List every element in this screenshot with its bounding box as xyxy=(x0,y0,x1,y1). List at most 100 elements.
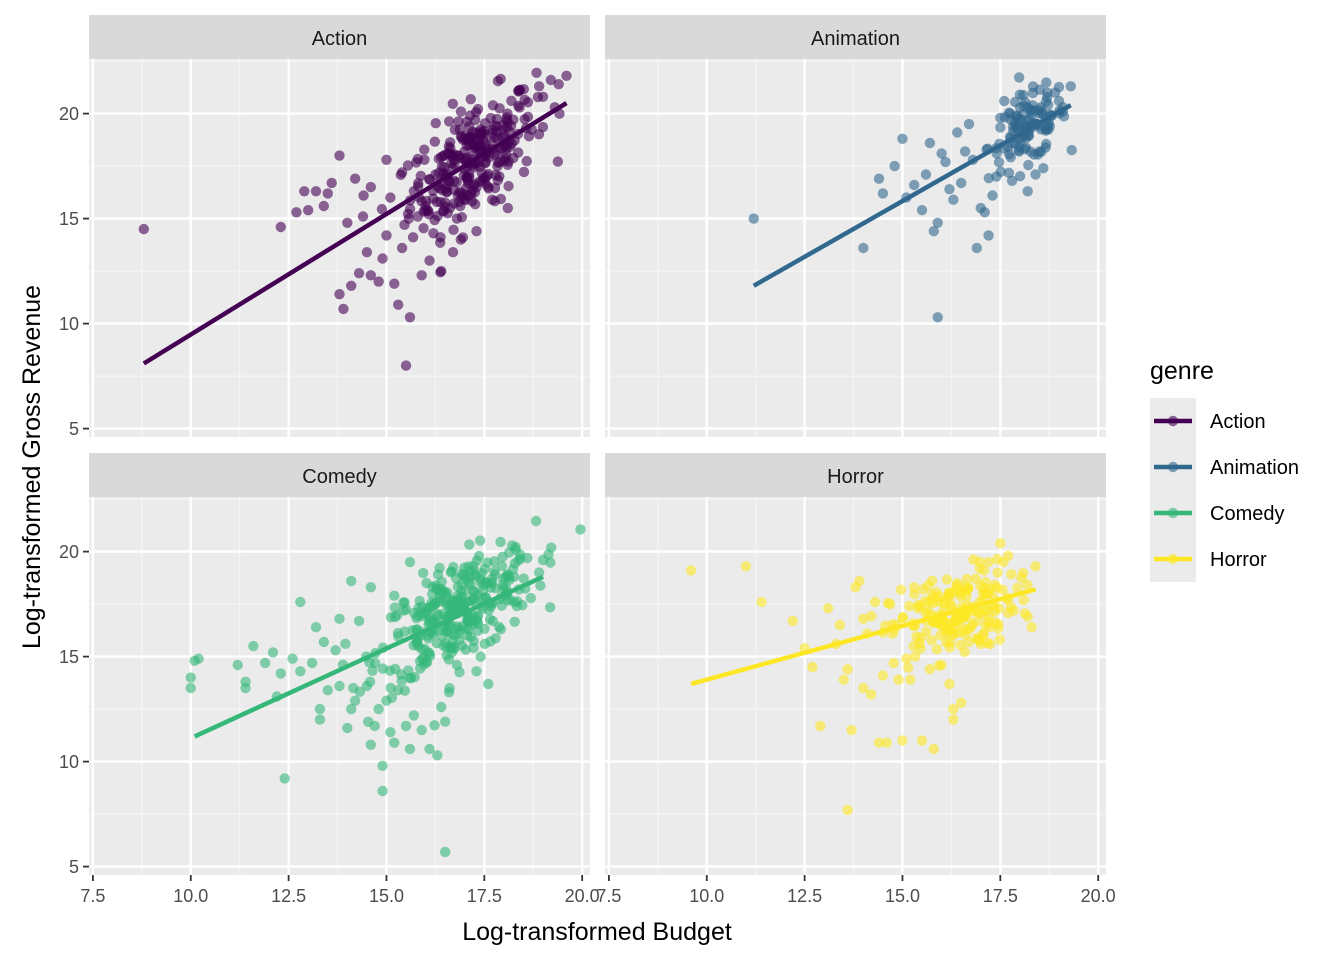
data-point-horror xyxy=(901,653,912,664)
data-point-horror xyxy=(862,628,873,639)
data-point-action xyxy=(310,186,322,197)
data-point-animation xyxy=(952,127,963,138)
data-point-horror xyxy=(933,617,944,629)
data-point-comedy xyxy=(486,577,498,588)
data-point-comedy xyxy=(384,665,396,676)
x-tick-label: 17.5 xyxy=(467,886,502,906)
data-point-comedy xyxy=(459,562,470,573)
data-point-horror xyxy=(926,634,937,646)
data-point-horror xyxy=(955,697,967,708)
y-axis-title: Log-transformed Gross Revenue xyxy=(18,285,46,649)
data-point-comedy xyxy=(407,625,418,636)
y-tick-label: 20 xyxy=(59,104,79,124)
data-point-horror xyxy=(1008,605,1019,616)
panel-horror: Horror xyxy=(605,453,1106,875)
data-point-action xyxy=(349,173,361,184)
data-point-comedy xyxy=(404,556,416,568)
data-point-horror xyxy=(905,674,916,685)
data-point-action xyxy=(523,131,535,142)
data-point-horror xyxy=(877,670,889,681)
data-point-action xyxy=(365,270,377,281)
data-point-comedy xyxy=(385,727,396,738)
data-point-animation xyxy=(1044,109,1055,120)
data-point-comedy xyxy=(441,610,453,622)
data-point-action xyxy=(396,167,408,178)
data-point-comedy xyxy=(452,581,464,593)
data-point-action xyxy=(494,171,505,182)
legend-point-animation xyxy=(1167,461,1179,473)
data-point-horror xyxy=(685,565,697,576)
data-point-comedy xyxy=(535,580,546,591)
legend-label-horror: Horror xyxy=(1210,549,1267,571)
data-point-action xyxy=(498,140,509,151)
data-point-comedy xyxy=(419,643,430,655)
data-point-horror xyxy=(907,618,919,629)
data-point-horror xyxy=(961,573,973,585)
data-point-action xyxy=(420,200,431,212)
data-point-animation xyxy=(920,169,932,180)
data-point-comedy xyxy=(404,743,416,755)
data-point-comedy xyxy=(377,642,389,653)
data-point-action xyxy=(453,116,464,127)
data-point-animation xyxy=(959,146,971,157)
y-tick-label: 20 xyxy=(59,542,79,562)
data-point-action xyxy=(503,156,514,167)
data-point-animation xyxy=(858,242,869,254)
plot-background-horror xyxy=(605,497,1106,875)
data-point-horror xyxy=(842,804,853,816)
data-point-comedy xyxy=(424,743,435,755)
data-point-comedy xyxy=(275,668,286,679)
data-point-action xyxy=(502,202,514,214)
data-point-comedy xyxy=(267,647,279,658)
data-point-comedy xyxy=(451,608,463,619)
data-point-comedy xyxy=(474,535,486,546)
x-tick-label: 7.5 xyxy=(596,886,621,906)
data-point-comedy xyxy=(533,567,545,578)
data-point-comedy xyxy=(287,653,298,664)
data-point-comedy xyxy=(408,710,420,721)
data-point-action xyxy=(381,230,392,241)
data-point-action xyxy=(443,175,455,187)
data-point-comedy xyxy=(399,626,410,637)
data-point-comedy xyxy=(295,666,306,677)
data-point-comedy xyxy=(389,590,400,601)
data-point-comedy xyxy=(417,567,429,579)
data-point-action xyxy=(405,195,416,206)
data-point-action xyxy=(275,221,286,233)
data-point-action xyxy=(412,211,423,222)
data-point-horror xyxy=(846,724,857,736)
data-point-comedy xyxy=(475,651,486,662)
data-point-horror xyxy=(908,640,919,652)
data-point-action xyxy=(334,150,345,161)
data-point-action xyxy=(376,203,388,215)
panel-animation: Animation xyxy=(605,15,1106,437)
gridlines-comedy xyxy=(89,497,590,875)
data-point-comedy xyxy=(415,607,426,618)
data-point-action xyxy=(434,177,445,188)
data-point-horror xyxy=(979,604,990,616)
data-point-action xyxy=(434,237,446,248)
data-point-comedy xyxy=(483,678,494,690)
data-point-action xyxy=(519,113,530,125)
data-point-action xyxy=(432,210,443,222)
data-point-animation xyxy=(983,230,994,241)
data-point-horror xyxy=(756,596,767,608)
data-point-comedy xyxy=(353,615,365,627)
data-point-action xyxy=(469,114,481,126)
data-point-comedy xyxy=(369,720,380,732)
data-point-action xyxy=(393,299,404,310)
data-point-horror xyxy=(1017,567,1029,579)
data-point-action xyxy=(444,137,456,148)
data-point-action xyxy=(455,234,467,245)
data-point-action xyxy=(549,102,560,113)
data-point-action xyxy=(471,226,482,237)
data-point-horror xyxy=(948,714,959,725)
data-point-horror xyxy=(926,575,938,586)
data-point-comedy xyxy=(330,645,341,656)
data-point-horror xyxy=(842,664,853,675)
data-point-animation xyxy=(993,157,1005,168)
data-point-comedy xyxy=(349,695,361,706)
data-point-animation xyxy=(1003,167,1015,179)
data-point-action xyxy=(424,255,435,266)
data-point-animation xyxy=(1002,142,1014,153)
